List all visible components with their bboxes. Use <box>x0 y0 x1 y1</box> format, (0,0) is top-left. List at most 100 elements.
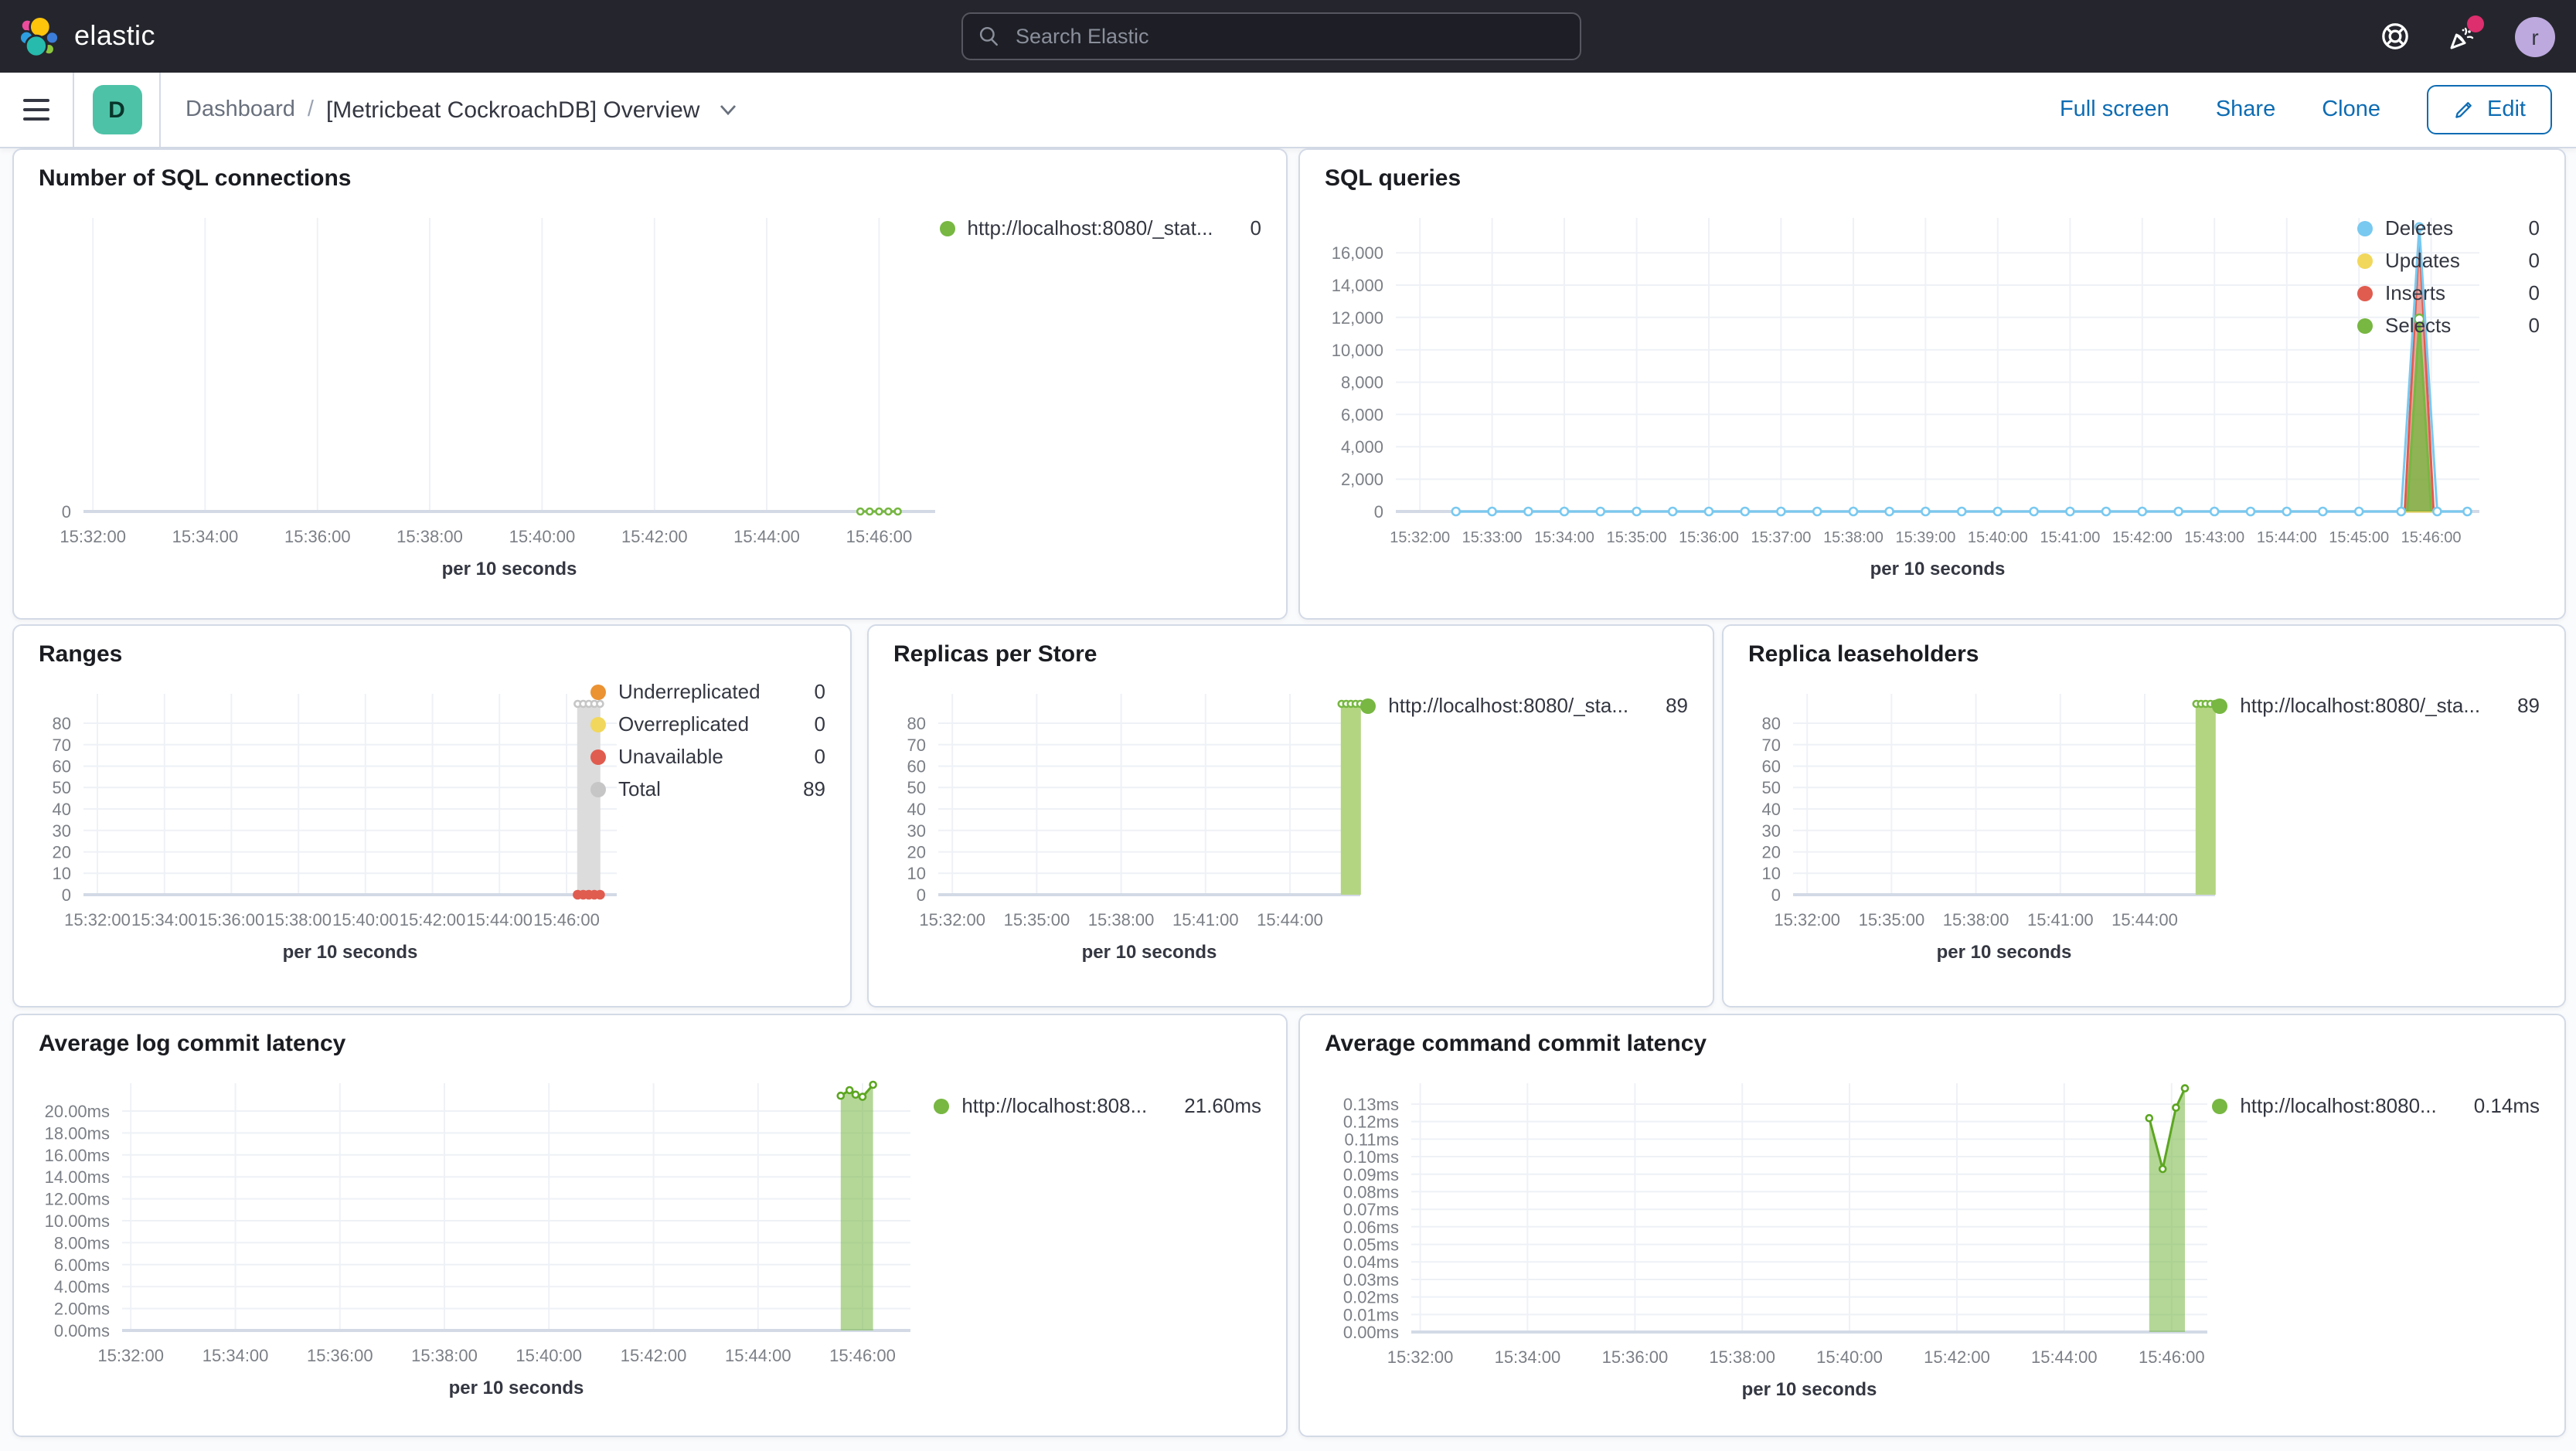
sql-connections-chart[interactable]: 0 15:32:00 15:34:00 15:36:00 15:38:00 15:40:0… <box>14 150 1286 618</box>
svg-text:15:36:00: 15:36:00 <box>307 1346 373 1365</box>
legend-item[interactable]: http://localhost:8080/_sta... 89 <box>1360 689 1688 722</box>
legend-label: Unavailable <box>618 745 723 768</box>
svg-text:80: 80 <box>1762 714 1781 733</box>
legend-item[interactable]: http://localhost:808... 21.60ms <box>934 1089 1261 1122</box>
legend-item[interactable]: Total 89 <box>590 773 825 805</box>
svg-text:15:42:00: 15:42:00 <box>1924 1347 1990 1367</box>
svg-text:20: 20 <box>1762 843 1781 862</box>
menu-icon[interactable] <box>0 73 74 147</box>
svg-text:0.07ms: 0.07ms <box>1343 1200 1399 1219</box>
legend-item[interactable]: http://localhost:8080/_sta... 89 <box>2212 689 2540 722</box>
svg-text:10,000: 10,000 <box>1332 341 1383 360</box>
avg-command-commit-latency-chart[interactable]: 0.00ms0.01ms0.02ms0.03ms0.04ms0.05ms0.06… <box>1300 1015 2564 1436</box>
svg-text:per 10 seconds: per 10 seconds <box>283 942 418 963</box>
clone-button[interactable]: Clone <box>2322 97 2380 122</box>
svg-text:0: 0 <box>1771 885 1781 905</box>
svg-text:60: 60 <box>53 757 71 776</box>
legend-value: 0 <box>814 745 825 768</box>
svg-text:2,000: 2,000 <box>1341 470 1383 489</box>
user-avatar[interactable]: r <box>2515 16 2555 56</box>
breadcrumb-dashboard[interactable]: Dashboard <box>185 97 295 122</box>
svg-text:6.00ms: 6.00ms <box>54 1256 110 1275</box>
svg-text:0.09ms: 0.09ms <box>1343 1165 1399 1184</box>
legend-value: 89 <box>803 777 825 800</box>
ranges-chart[interactable]: 0 10 20 30 40 50 60 70 80 15:32:00 15:34:00 15:36:0… <box>14 626 850 1006</box>
svg-text:15:33:00: 15:33:00 <box>1462 529 1523 546</box>
legend-item[interactable]: Updates 0 <box>2357 244 2540 277</box>
elastic-brand[interactable]: elastic <box>0 15 155 58</box>
svg-text:0.00ms: 0.00ms <box>54 1321 110 1341</box>
svg-text:15:42:00: 15:42:00 <box>400 910 466 929</box>
legend-value: 0 <box>814 680 825 703</box>
svg-text:15:44:00: 15:44:00 <box>1257 910 1323 929</box>
edit-button[interactable]: Edit <box>2427 85 2552 134</box>
legend-dot-icon <box>2212 1098 2228 1113</box>
legend-item[interactable]: Unavailable 0 <box>590 740 825 773</box>
svg-text:15:44:00: 15:44:00 <box>733 527 800 546</box>
svg-text:15:44:00: 15:44:00 <box>466 910 533 929</box>
legend-value: 0 <box>2528 249 2540 272</box>
svg-text:15:38:00: 15:38:00 <box>1088 910 1155 929</box>
help-icon[interactable] <box>2379 21 2410 52</box>
svg-text:15:32:00: 15:32:00 <box>1774 910 1840 929</box>
legend-dot-icon <box>590 749 606 764</box>
search-icon <box>979 26 998 46</box>
replicas-per-store-chart[interactable]: 0 10 20 30 40 50 60 70 80 15:32:00 15:35:00 15:38:0… <box>869 626 1713 1006</box>
panel-replica-leaseholders: 0 10 20 30 40 50 60 70 80 15:32:00 15:35:00 15:38:0… <box>1722 624 2566 1008</box>
pencil-icon <box>2455 102 2472 118</box>
svg-text:18.00ms: 18.00ms <box>45 1123 110 1143</box>
legend-item[interactable]: http://localhost:8080/_stat... 0 <box>939 212 1261 244</box>
legend-dot-icon <box>2357 220 2373 236</box>
chart-legend: http://localhost:8080... 0.14ms <box>2212 1089 2540 1122</box>
svg-text:15:40:00: 15:40:00 <box>1968 529 2028 546</box>
elastic-logo-icon <box>19 15 60 57</box>
svg-text:15:44:00: 15:44:00 <box>2257 529 2317 546</box>
svg-text:15:38:00: 15:38:00 <box>1943 910 2009 929</box>
svg-text:15:38:00: 15:38:00 <box>396 527 463 546</box>
legend-item[interactable]: Overreplicated 0 <box>590 708 825 740</box>
full-screen-button[interactable]: Full screen <box>2059 97 2169 122</box>
svg-text:30: 30 <box>907 821 926 841</box>
legend-item[interactable]: http://localhost:8080... 0.14ms <box>2212 1089 2540 1122</box>
svg-text:80: 80 <box>53 714 71 733</box>
svg-text:0: 0 <box>917 885 926 905</box>
svg-text:15:32:00: 15:32:00 <box>919 910 985 929</box>
panel-title: Number of SQL connections <box>39 165 352 192</box>
svg-text:15:41:00: 15:41:00 <box>2040 529 2100 546</box>
svg-text:40: 40 <box>53 800 71 819</box>
legend-label: http://localhost:8080/_sta... <box>1388 694 1629 717</box>
legend-label: http://localhost:8080/_stat... <box>967 216 1213 240</box>
legend-item[interactable]: Inserts 0 <box>2357 277 2540 309</box>
svg-text:8,000: 8,000 <box>1341 373 1383 392</box>
share-button[interactable]: Share <box>2215 97 2276 122</box>
global-search[interactable] <box>961 12 1581 60</box>
svg-text:15:38:00: 15:38:00 <box>265 910 332 929</box>
svg-text:15:36:00: 15:36:00 <box>284 527 351 546</box>
legend-item[interactable]: Selects 0 <box>2357 309 2540 342</box>
news-feed-icon[interactable] <box>2447 15 2484 52</box>
replica-leaseholders-chart[interactable]: 0 10 20 30 40 50 60 70 80 15:32:00 15:35:00 15:38:0… <box>1724 626 2564 1006</box>
svg-text:15:41:00: 15:41:00 <box>1172 910 1239 929</box>
svg-text:per 10 seconds: per 10 seconds <box>449 1378 584 1398</box>
legend-label: http://localhost:8080/_sta... <box>2240 694 2481 717</box>
svg-text:15:35:00: 15:35:00 <box>1859 910 1925 929</box>
svg-text:12.00ms: 12.00ms <box>45 1190 110 1209</box>
legend-label: Deletes <box>2385 216 2454 240</box>
sql-queries-chart[interactable]: 0 2,000 4,000 6,000 8,000 10,000 12,000 14,000 1… <box>1300 150 2564 618</box>
legend-dot-icon <box>1360 698 1376 713</box>
legend-label: Underreplicated <box>618 680 761 703</box>
panel-title: Average log commit latency <box>39 1031 346 1057</box>
legend-item[interactable]: Underreplicated 0 <box>590 675 825 708</box>
chart-legend: http://localhost:8080/_sta... 89 <box>1360 689 1688 722</box>
search-input[interactable] <box>1012 23 1564 49</box>
avg-log-commit-latency-chart[interactable]: 0.00ms 2.00ms 4.00ms 6.00ms 8.00ms 10.00ms 12.… <box>14 1015 1286 1436</box>
chevron-down-icon[interactable] <box>718 104 737 116</box>
svg-text:30: 30 <box>1762 821 1781 841</box>
panel-title: Replica leaseholders <box>1748 641 1979 668</box>
svg-text:0.00ms: 0.00ms <box>1343 1323 1399 1342</box>
svg-text:0.13ms: 0.13ms <box>1343 1095 1399 1114</box>
svg-text:15:32:00: 15:32:00 <box>60 527 126 546</box>
legend-item[interactable]: Deletes 0 <box>2357 212 2540 244</box>
svg-text:10: 10 <box>1762 864 1781 883</box>
chart-legend: http://localhost:808... 21.60ms <box>934 1089 1261 1122</box>
